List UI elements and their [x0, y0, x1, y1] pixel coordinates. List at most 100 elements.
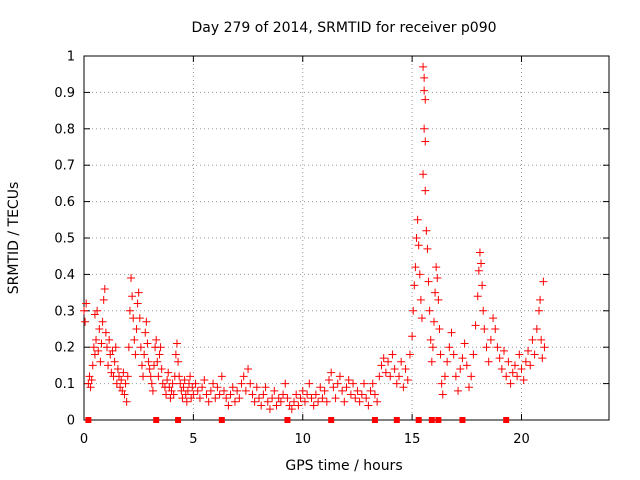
data-point: [140, 350, 149, 359]
data-point: [235, 394, 244, 403]
x-tick-label: 20: [513, 432, 530, 447]
data-point: [377, 361, 386, 370]
data-point: [422, 226, 431, 235]
data-point: [276, 397, 285, 406]
data-points: [80, 62, 549, 414]
data-point: [409, 306, 418, 315]
data-point: [209, 379, 218, 388]
data-point: [510, 361, 519, 370]
data-point: [515, 350, 524, 359]
data-point: [433, 274, 442, 283]
data-point: [104, 361, 113, 370]
data-point: [426, 335, 435, 344]
data-point: [198, 383, 207, 392]
x-tick-label: 5: [189, 432, 197, 447]
data-point: [493, 343, 502, 352]
data-point: [183, 386, 192, 395]
data-point: [435, 325, 444, 333]
data-point: [156, 343, 165, 352]
data-point: [430, 317, 438, 326]
data-point: [200, 375, 209, 384]
data-point: [381, 368, 390, 377]
data-point: [484, 357, 493, 366]
data-point: [320, 386, 329, 395]
data-point: [255, 394, 263, 403]
data-point: [473, 292, 482, 301]
data-point: [314, 397, 323, 406]
data-point: [144, 357, 153, 366]
data-point: [519, 375, 528, 384]
data-point: [370, 390, 379, 399]
baseline-marker: [153, 417, 160, 423]
data-point: [163, 375, 172, 384]
data-point: [213, 383, 222, 392]
data-point: [491, 325, 500, 333]
data-point: [150, 361, 158, 370]
data-point: [113, 365, 122, 374]
data-point: [437, 379, 446, 388]
data-point: [335, 372, 344, 381]
baseline-marker: [284, 417, 291, 423]
data-point: [130, 335, 139, 344]
data-point: [427, 357, 436, 366]
data-point: [477, 259, 486, 268]
data-point: [482, 343, 491, 352]
data-point: [180, 375, 189, 384]
data-point: [283, 394, 292, 403]
data-point: [475, 248, 484, 257]
data-point: [101, 328, 110, 337]
data-point: [117, 375, 126, 384]
data-point: [431, 288, 440, 297]
baseline-marker: [415, 417, 422, 423]
data-point: [168, 379, 177, 388]
data-point: [303, 390, 312, 399]
data-point: [224, 401, 233, 410]
data-point: [401, 365, 410, 374]
data-point: [119, 368, 128, 377]
data-point: [390, 365, 399, 374]
data-point: [421, 95, 430, 104]
data-point: [239, 372, 248, 381]
data-point: [169, 390, 178, 399]
data-point: [423, 244, 432, 253]
data-point: [111, 343, 120, 352]
data-point: [246, 379, 255, 388]
data-point: [540, 343, 549, 352]
baseline-marker: [435, 417, 442, 423]
data-point: [349, 379, 358, 388]
data-point: [195, 394, 204, 403]
data-point: [415, 270, 424, 279]
data-point: [521, 357, 530, 366]
x-axis-label: GPS time / hours: [285, 458, 402, 474]
data-point: [486, 335, 495, 344]
data-point: [379, 354, 388, 363]
x-tick-label: 10: [294, 432, 311, 447]
y-tick-label: 0.1: [54, 377, 75, 392]
data-point: [460, 339, 469, 348]
data-point: [290, 397, 298, 406]
data-point: [316, 383, 325, 392]
data-point: [202, 390, 211, 399]
data-point: [135, 314, 144, 323]
data-point: [93, 306, 102, 315]
data-point: [145, 365, 154, 374]
data-point: [417, 314, 426, 323]
data-point: [152, 335, 161, 344]
data-point: [421, 186, 430, 195]
data-point: [500, 346, 508, 355]
data-point: [233, 386, 242, 395]
data-point: [414, 241, 423, 250]
data-point: [413, 215, 422, 224]
data-point: [217, 372, 226, 381]
data-point: [318, 394, 327, 403]
data-point: [340, 397, 349, 406]
baseline-marker: [428, 417, 435, 423]
data-point: [81, 317, 90, 326]
data-point: [451, 372, 460, 381]
data-point: [86, 383, 95, 392]
data-point: [351, 394, 360, 403]
data-point: [112, 379, 121, 388]
data-point: [127, 274, 136, 283]
data-point: [524, 346, 533, 355]
